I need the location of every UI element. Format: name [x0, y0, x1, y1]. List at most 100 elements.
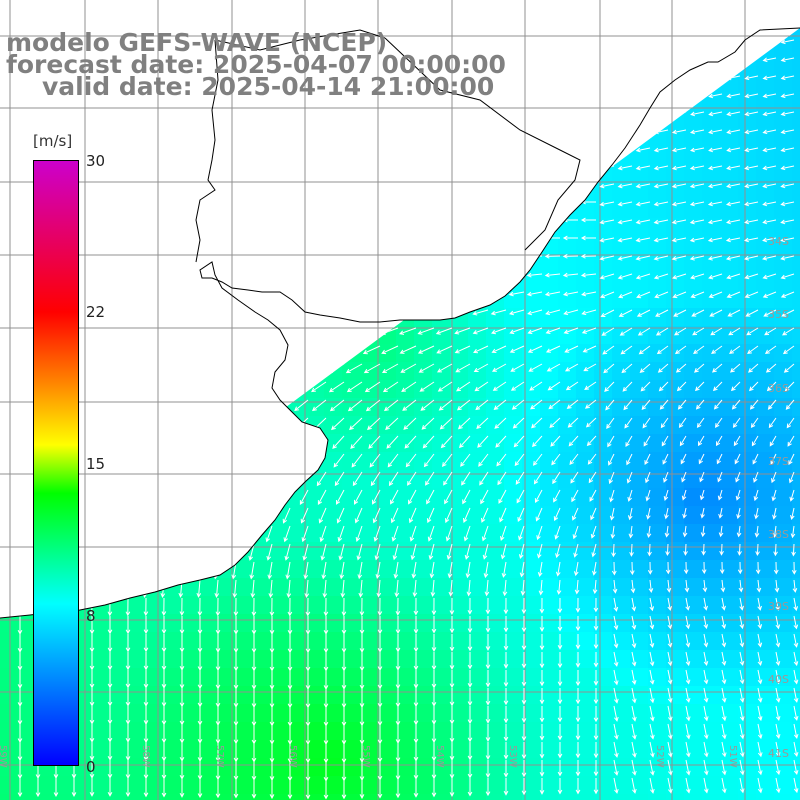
- wind-cell: [324, 686, 342, 704]
- wind-cell: [702, 308, 720, 326]
- wind-cell: [378, 650, 396, 668]
- wind-cell: [774, 56, 792, 74]
- wind-cell: [540, 434, 558, 452]
- wind-cell: [684, 470, 702, 488]
- wind-cell: [666, 272, 684, 290]
- wind-cell: [684, 704, 702, 722]
- wind-cell: [774, 758, 792, 776]
- wind-cell: [450, 650, 468, 668]
- wind-cell: [162, 776, 180, 794]
- wind-cell: [774, 506, 792, 524]
- wind-cell: [666, 650, 684, 668]
- wind-cell: [630, 668, 648, 686]
- wind-cell: [378, 596, 396, 614]
- wind-cell: [792, 56, 800, 74]
- wind-cell: [558, 524, 576, 542]
- wind-cell: [468, 614, 486, 632]
- wind-cell: [720, 362, 738, 380]
- wind-cell: [720, 308, 738, 326]
- wind-cell: [738, 614, 756, 632]
- wind-cell: [144, 686, 162, 704]
- wind-cell: [450, 722, 468, 740]
- wind-cell: [666, 794, 684, 800]
- wind-cell: [486, 578, 504, 596]
- wind-cell: [450, 326, 468, 344]
- wind-cell: [342, 488, 360, 506]
- wind-cell: [720, 290, 738, 308]
- wind-cell: [774, 344, 792, 362]
- wind-cell: [324, 650, 342, 668]
- wind-cell: [558, 326, 576, 344]
- wind-cell: [756, 488, 774, 506]
- wind-cell: [558, 236, 576, 254]
- wind-cell: [414, 776, 432, 794]
- wind-cell: [540, 506, 558, 524]
- wind-cell: [720, 110, 738, 128]
- wind-cell: [756, 794, 774, 800]
- wind-cell: [720, 542, 738, 560]
- wind-cell: [252, 578, 270, 596]
- wind-cell: [774, 128, 792, 146]
- wind-cell: [666, 560, 684, 578]
- wind-cell: [576, 578, 594, 596]
- wind-cell: [684, 290, 702, 308]
- wind-cell: [720, 92, 738, 110]
- wind-cell: [594, 578, 612, 596]
- wind-cell: [468, 776, 486, 794]
- wind-cell: [702, 722, 720, 740]
- wind-cell: [666, 92, 684, 110]
- wind-arrow: [327, 345, 345, 355]
- wind-cell: [702, 470, 720, 488]
- wind-cell: [360, 398, 378, 416]
- wind-cell: [162, 614, 180, 632]
- wind-cell: [396, 434, 414, 452]
- wind-cell: [324, 560, 342, 578]
- wind-cell: [738, 794, 756, 800]
- wind-cell: [144, 776, 162, 794]
- wind-cell: [630, 632, 648, 650]
- wind-cell: [234, 668, 252, 686]
- wind-cell: [666, 758, 684, 776]
- wind-cell: [306, 668, 324, 686]
- wind-cell: [738, 722, 756, 740]
- wind-cell: [486, 704, 504, 722]
- wind-cell: [504, 326, 522, 344]
- wind-cell: [252, 686, 270, 704]
- wind-cell: [792, 164, 800, 182]
- wind-cell: [342, 344, 360, 362]
- wind-cell: [486, 308, 504, 326]
- wind-cell: [684, 308, 702, 326]
- wind-cell: [738, 758, 756, 776]
- wind-cell: [234, 686, 252, 704]
- wind-cell: [612, 362, 630, 380]
- wind-cell: [720, 794, 738, 800]
- wind-cell: [648, 686, 666, 704]
- wind-cell: [630, 794, 648, 800]
- wind-cell: [486, 614, 504, 632]
- wind-cell: [576, 542, 594, 560]
- wind-cell: [702, 650, 720, 668]
- wind-cell: [198, 668, 216, 686]
- wind-cell: [684, 272, 702, 290]
- wind-cell: [180, 650, 198, 668]
- wind-cell: [432, 650, 450, 668]
- wind-cell: [252, 614, 270, 632]
- wind-cell: [612, 650, 630, 668]
- wind-cell: [378, 668, 396, 686]
- wind-arrow: [671, 93, 687, 99]
- wind-cell: [360, 344, 378, 362]
- wind-cell: [738, 632, 756, 650]
- wind-cell: [756, 542, 774, 560]
- wind-cell: [666, 542, 684, 560]
- wind-cell: [576, 506, 594, 524]
- wind-cell: [720, 722, 738, 740]
- wind-cell: [630, 704, 648, 722]
- wind-cell: [684, 668, 702, 686]
- wind-cell: [504, 776, 522, 794]
- wind-cell: [720, 596, 738, 614]
- wind-cell: [594, 488, 612, 506]
- wind-cell: [612, 722, 630, 740]
- wind-cell: [216, 686, 234, 704]
- wind-cell: [576, 416, 594, 434]
- wind-cell: [324, 668, 342, 686]
